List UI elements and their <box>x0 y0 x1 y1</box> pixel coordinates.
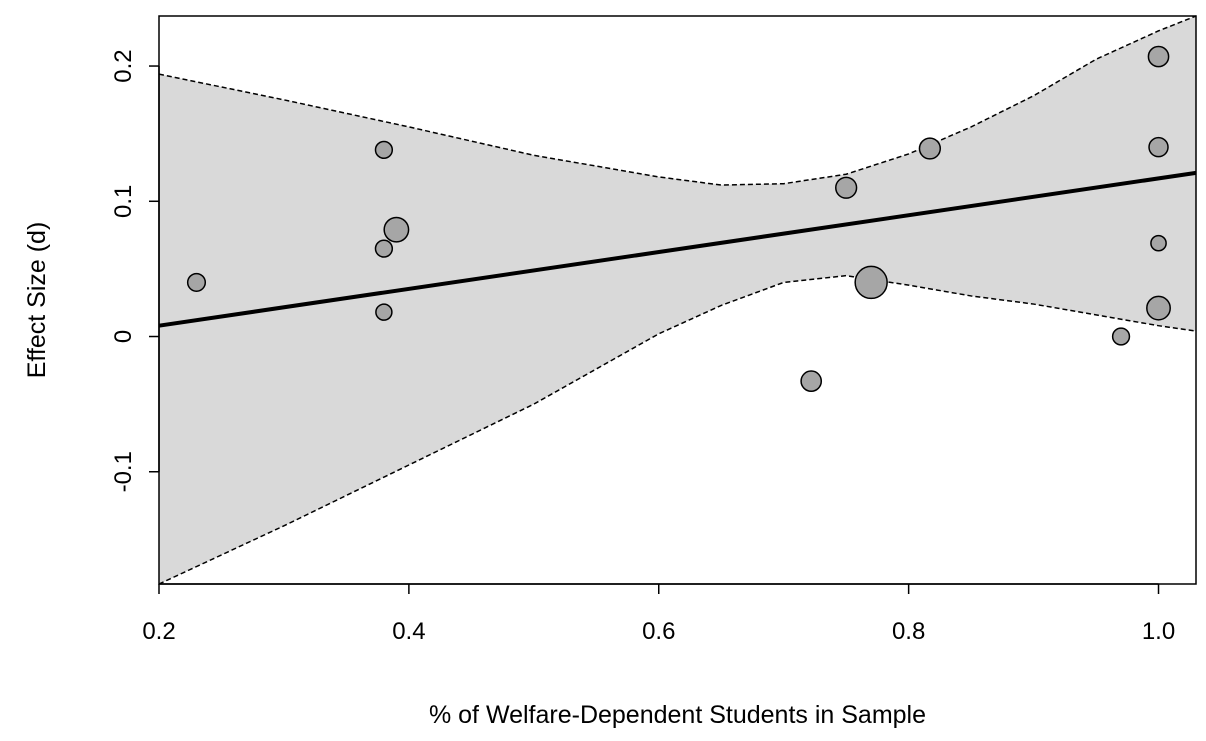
data-point <box>374 239 394 258</box>
axes-layer: 0.2 0.4 0.6 0.8 1.0 -0.1 0 0.1 0.2 <box>110 49 1175 645</box>
upper-confidence-line <box>158 15 1197 186</box>
y-tick-label: 0 <box>110 330 137 343</box>
confidence-band <box>159 16 1196 584</box>
x-tick-label: 0.8 <box>892 618 925 645</box>
data-point <box>918 137 942 160</box>
data-point <box>1146 295 1171 321</box>
y-tick-label: 0.2 <box>110 49 137 82</box>
data-points-layer <box>186 45 1171 392</box>
confidence-band-layer <box>158 15 1197 585</box>
y-axis-title: Effect Size (d) <box>23 222 51 379</box>
data-point <box>1150 234 1167 252</box>
x-axis-title: % of Welfare-Dependent Students in Sampl… <box>429 701 926 729</box>
data-point <box>854 265 888 300</box>
x-tick-label: 0.4 <box>392 618 425 645</box>
y-tick-label: -0.1 <box>110 451 137 492</box>
data-point <box>374 140 394 160</box>
data-point <box>800 370 823 392</box>
data-point <box>186 272 207 292</box>
data-point <box>835 176 858 199</box>
regression-line <box>158 170 1197 328</box>
data-point <box>383 216 410 243</box>
data-point <box>1148 136 1169 158</box>
x-tick-label: 0.2 <box>142 618 175 645</box>
data-point <box>1111 327 1131 346</box>
data-point <box>375 303 393 321</box>
x-tick-label: 1.0 <box>1142 618 1175 645</box>
data-point <box>1147 45 1170 68</box>
lower-confidence-line <box>158 274 1197 585</box>
x-tick-label: 0.6 <box>642 618 675 645</box>
regression-line-layer <box>158 170 1197 328</box>
y-tick-label: 0.1 <box>110 185 137 218</box>
